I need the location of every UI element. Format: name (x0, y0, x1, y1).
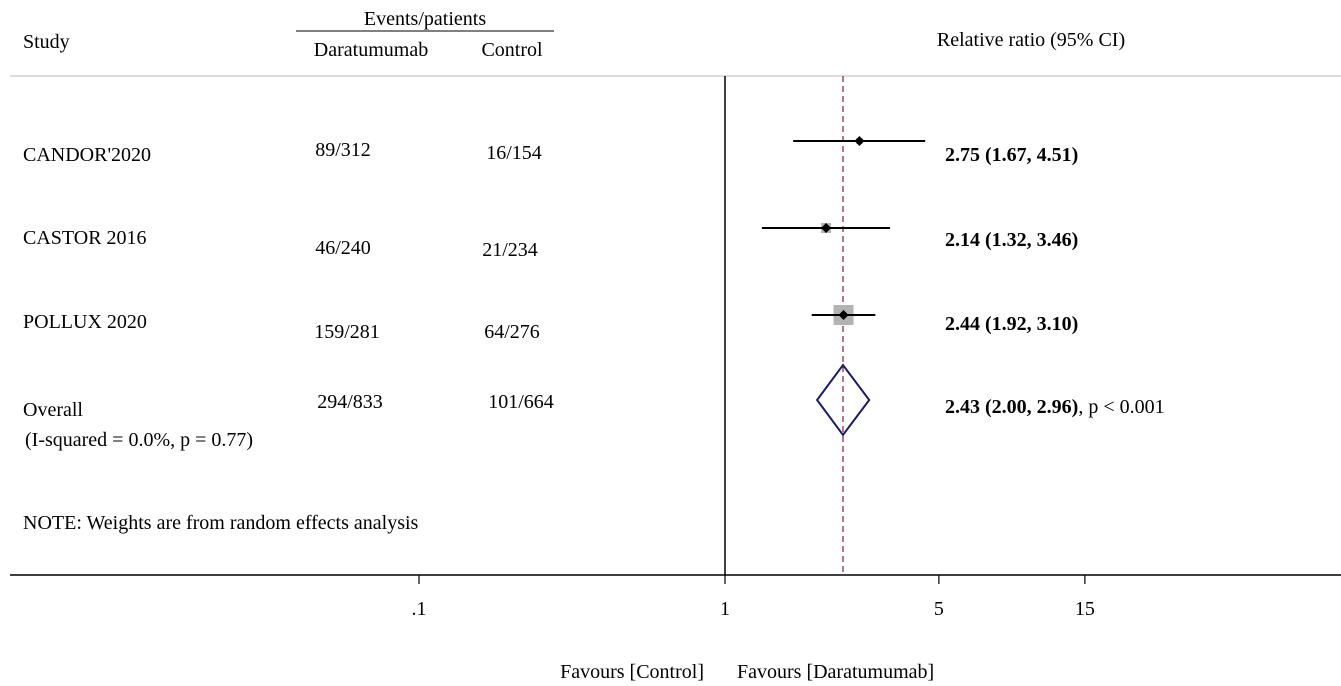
study-estimate-label: 2.14 (1.32, 3.46) (945, 229, 1079, 251)
study-control-events: 64/276 (484, 321, 540, 343)
study-control-events: 21/234 (482, 239, 538, 261)
overall-diamond (815, 363, 871, 437)
overall-treatment-events: 294/833 (317, 391, 383, 413)
favours-daratumumab-label: Favours [Daratumumab] (737, 661, 935, 683)
column-header-treatment: Daratumumab (313, 39, 429, 61)
study-treatment-events: 89/312 (315, 139, 371, 161)
overall-p-value: , p < 0.001 (1078, 396, 1165, 418)
study-name: POLLUX 2020 (23, 311, 147, 333)
study-point-estimate (838, 310, 849, 320)
overall-estimate: 2.43 (2.00, 2.96), p < 0.001 (945, 397, 1165, 417)
weights-note: NOTE: Weights are from random effects an… (23, 512, 419, 534)
x-tick-label: .1 (412, 598, 427, 620)
overall-estimate-label: 2.43 (2.00, 2.96) (945, 396, 1079, 418)
favours-control-label: Favours [Control] (560, 661, 704, 683)
study-point-estimate (854, 136, 865, 146)
overall-label: Overall (23, 399, 83, 421)
column-header-events-patients: Events/patients (363, 8, 487, 30)
x-tick-label: 5 (934, 598, 944, 620)
column-header-effect: Relative ratio (95% CI) (936, 29, 1126, 51)
study-treatment-events: 46/240 (315, 237, 371, 259)
study-treatment-events: 159/281 (314, 321, 380, 343)
study-name: CASTOR 2016 (23, 227, 147, 249)
column-header-study: Study (23, 31, 70, 53)
study-estimate-label: 2.44 (1.92, 3.10) (945, 313, 1079, 335)
heterogeneity-label: (I-squared = 0.0%, p = 0.77) (25, 429, 254, 451)
x-tick-label: 15 (1075, 598, 1095, 620)
study-point-estimate (821, 223, 832, 233)
overall-control-events: 101/664 (488, 391, 554, 413)
x-tick-label: 1 (720, 598, 730, 620)
study-estimate-label: 2.75 (1.67, 4.51) (945, 144, 1079, 166)
study-name: CANDOR'2020 (23, 144, 152, 166)
study-control-events: 16/154 (486, 142, 542, 164)
column-header-control: Control (481, 39, 543, 61)
